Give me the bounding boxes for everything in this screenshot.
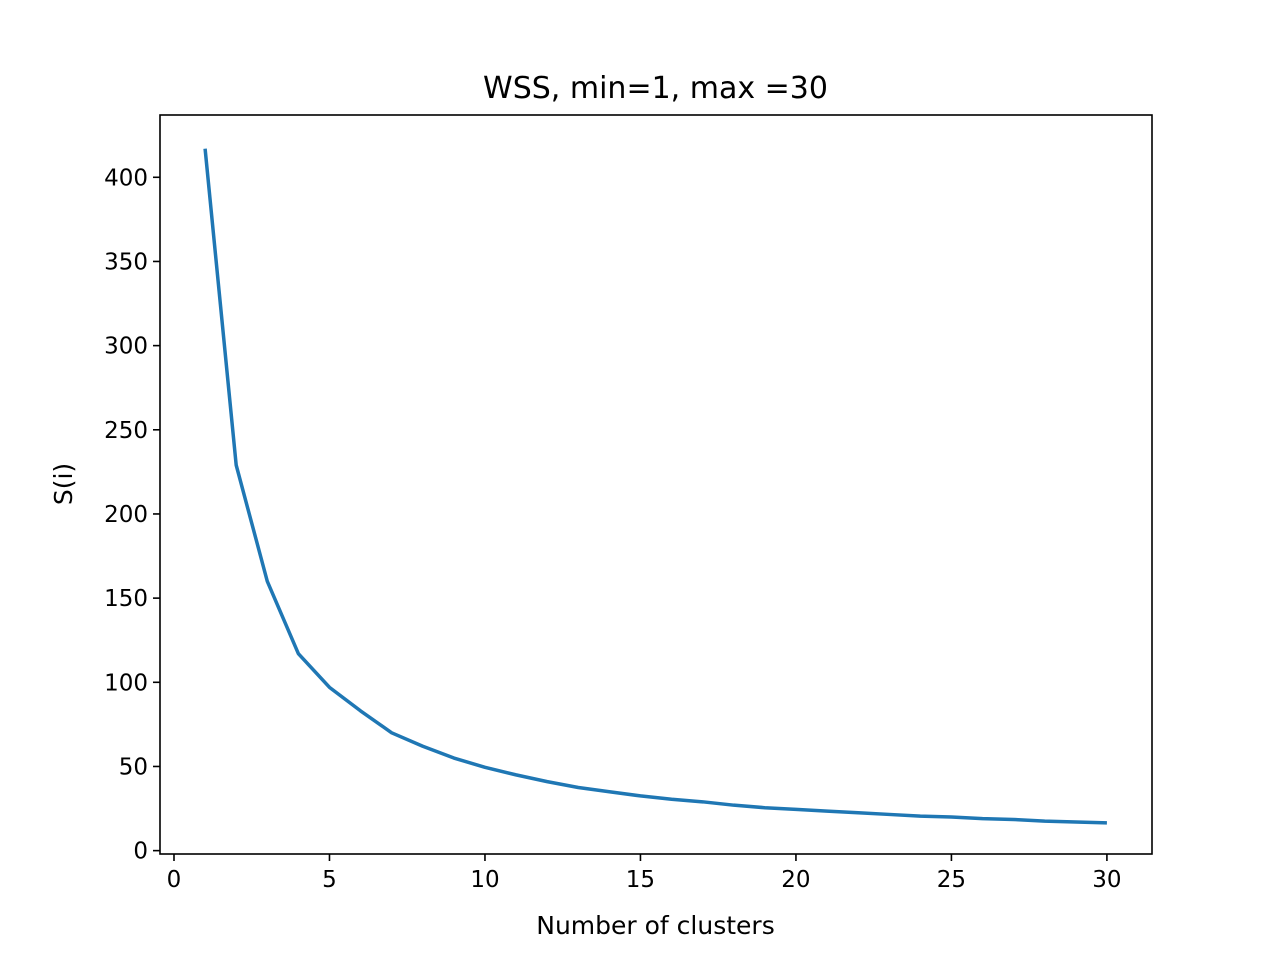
y-tick-label: 150 (104, 586, 148, 612)
x-tick-label: 30 (1092, 867, 1121, 893)
y-tick-label: 100 (104, 670, 148, 696)
x-tick-label: 10 (470, 867, 499, 893)
x-axis-label: Number of clusters (536, 911, 774, 940)
x-tick-label: 20 (781, 867, 810, 893)
x-tick-label: 15 (626, 867, 655, 893)
y-tick-label: 200 (104, 502, 148, 528)
x-tick-label: 5 (322, 867, 337, 893)
plot-area (203, 148, 1107, 825)
y-tick-label: 300 (104, 334, 148, 360)
y-axis-ticks: 0 50 100 150 200 250 300 350 400 (104, 165, 160, 865)
x-axis-ticks: 0 5 10 15 20 25 30 (167, 854, 1122, 893)
y-axis-label: S(i) (49, 463, 78, 505)
series-line (203, 148, 1107, 825)
y-tick-label: 50 (119, 754, 148, 780)
axes-frame (159, 114, 1153, 855)
x-tick-label: 0 (167, 867, 182, 893)
y-tick-label: 350 (104, 249, 148, 275)
y-tick-label: 0 (133, 839, 148, 865)
x-tick-label: 25 (937, 867, 966, 893)
y-tick-label: 400 (104, 165, 148, 191)
y-tick-label: 250 (104, 418, 148, 444)
chart-title: WSS, min=1, max =30 (483, 71, 828, 106)
